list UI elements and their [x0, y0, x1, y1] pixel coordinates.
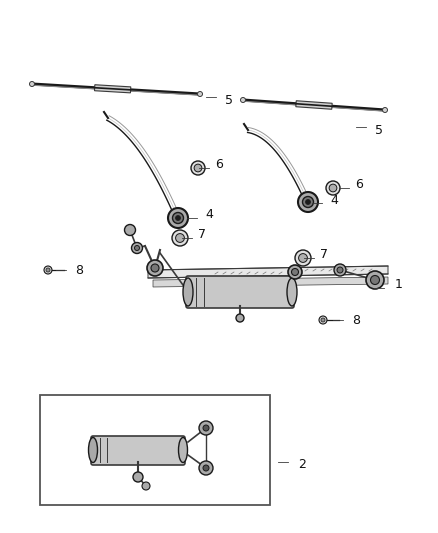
Circle shape — [305, 199, 311, 205]
Circle shape — [194, 164, 202, 172]
Circle shape — [303, 197, 314, 207]
Circle shape — [366, 271, 384, 289]
Circle shape — [337, 267, 343, 273]
Circle shape — [147, 260, 163, 276]
Circle shape — [329, 184, 337, 192]
Circle shape — [142, 482, 150, 490]
Circle shape — [198, 92, 202, 96]
Circle shape — [295, 250, 311, 266]
Polygon shape — [296, 101, 332, 109]
Circle shape — [236, 314, 244, 322]
Circle shape — [199, 421, 213, 435]
Polygon shape — [148, 266, 388, 278]
Circle shape — [334, 264, 346, 276]
Circle shape — [199, 461, 213, 475]
Text: 7: 7 — [198, 229, 206, 241]
Circle shape — [321, 318, 325, 322]
FancyBboxPatch shape — [186, 276, 294, 308]
Text: 8: 8 — [75, 263, 83, 277]
Circle shape — [173, 213, 184, 223]
Circle shape — [203, 465, 209, 471]
Circle shape — [191, 161, 205, 175]
Circle shape — [44, 266, 52, 274]
Text: 6: 6 — [355, 179, 363, 191]
Text: 2: 2 — [298, 458, 306, 472]
Circle shape — [46, 268, 50, 272]
Text: 7: 7 — [320, 248, 328, 262]
Circle shape — [326, 181, 340, 195]
Circle shape — [382, 108, 388, 112]
Bar — [40, 395, 270, 505]
Circle shape — [151, 264, 159, 272]
Circle shape — [124, 224, 135, 236]
Ellipse shape — [179, 438, 187, 463]
Circle shape — [29, 82, 35, 86]
Circle shape — [240, 98, 246, 102]
Text: 6: 6 — [215, 158, 223, 172]
Circle shape — [172, 230, 188, 246]
Circle shape — [176, 215, 180, 221]
Text: 5: 5 — [225, 93, 233, 107]
Circle shape — [176, 233, 184, 243]
Text: 5: 5 — [375, 124, 383, 136]
FancyBboxPatch shape — [91, 436, 185, 465]
Polygon shape — [153, 277, 388, 287]
Circle shape — [134, 246, 139, 251]
Circle shape — [168, 208, 188, 228]
Ellipse shape — [88, 438, 98, 463]
Circle shape — [288, 265, 302, 279]
Circle shape — [292, 269, 299, 276]
Circle shape — [371, 276, 379, 285]
Text: 4: 4 — [330, 193, 338, 206]
Circle shape — [299, 254, 307, 262]
Text: 1: 1 — [395, 279, 403, 292]
Text: 4: 4 — [205, 208, 213, 222]
Text: 8: 8 — [352, 313, 360, 327]
Circle shape — [298, 192, 318, 212]
Circle shape — [133, 472, 143, 482]
Circle shape — [319, 316, 327, 324]
Ellipse shape — [287, 278, 297, 306]
Polygon shape — [95, 85, 131, 93]
Circle shape — [203, 425, 209, 431]
Ellipse shape — [183, 278, 193, 306]
Circle shape — [131, 243, 142, 254]
